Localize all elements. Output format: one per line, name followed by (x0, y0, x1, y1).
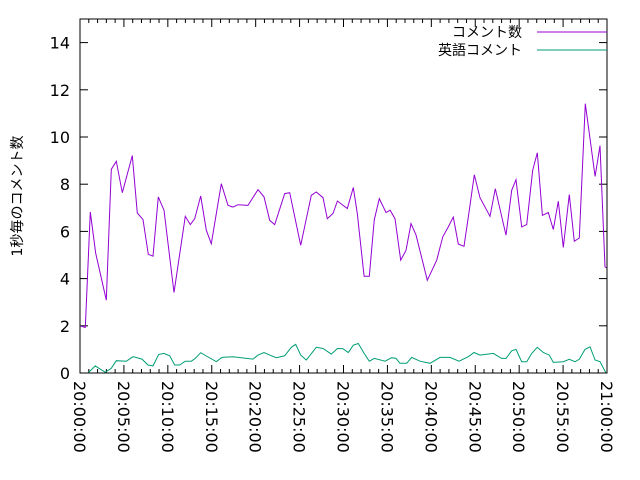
legend-label: 英語コメント (438, 42, 522, 59)
x-tick-label: 20:55:00 (553, 381, 572, 453)
legend-label: コメント数 (452, 25, 522, 41)
plot-border (79, 18, 608, 374)
series-line-english-comments (87, 342, 607, 374)
y-axis-title: 1秒毎のコメント数 (10, 136, 26, 257)
x-tick-label: 20:05:00 (114, 381, 133, 453)
y-tick-label: 12 (50, 81, 70, 100)
y-tick-label: 4 (60, 270, 70, 289)
axis-ticks: 0 2 4 6 8 10 12 14 20:00:00 20:05:00 20:10:00 20:15… (50, 19, 616, 453)
y-tick-label: 10 (50, 128, 70, 147)
y-tick-label: 0 (60, 364, 70, 383)
y-tick-label: 8 (60, 175, 70, 194)
x-tick-label: 20:15:00 (202, 381, 221, 453)
x-tick-label: 21:00:00 (597, 381, 616, 453)
x-tick-label: 20:50:00 (509, 381, 528, 453)
series-line-comments (79, 103, 608, 329)
x-tick-label: 20:20:00 (246, 381, 265, 453)
x-tick-label: 20:00:00 (70, 381, 89, 453)
y-tick-label: 2 (60, 317, 70, 336)
x-tick-label: 20:40:00 (421, 381, 440, 453)
x-tick-label: 20:10:00 (158, 381, 177, 453)
series-lines (79, 103, 608, 374)
x-tick-label: 20:35:00 (377, 381, 396, 453)
y-tick-label: 6 (60, 222, 70, 241)
y-tick-label: 14 (50, 34, 70, 53)
x-tick-label: 20:25:00 (290, 381, 309, 453)
x-tick-label: 20:30:00 (334, 381, 353, 453)
x-tick-label: 20:45:00 (465, 381, 484, 453)
